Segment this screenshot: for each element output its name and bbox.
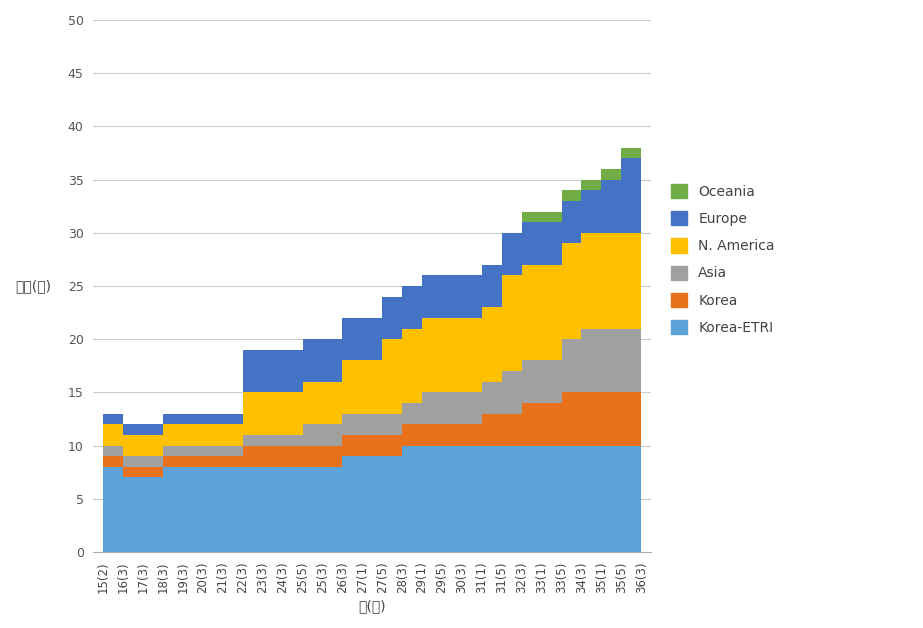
Y-axis label: 인원(명): 인원(명) (15, 279, 51, 293)
X-axis label: 권(호): 권(호) (358, 599, 386, 613)
Legend: Oceania, Europe, N. America, Asia, Korea, Korea-ETRI: Oceania, Europe, N. America, Asia, Korea… (664, 176, 782, 342)
